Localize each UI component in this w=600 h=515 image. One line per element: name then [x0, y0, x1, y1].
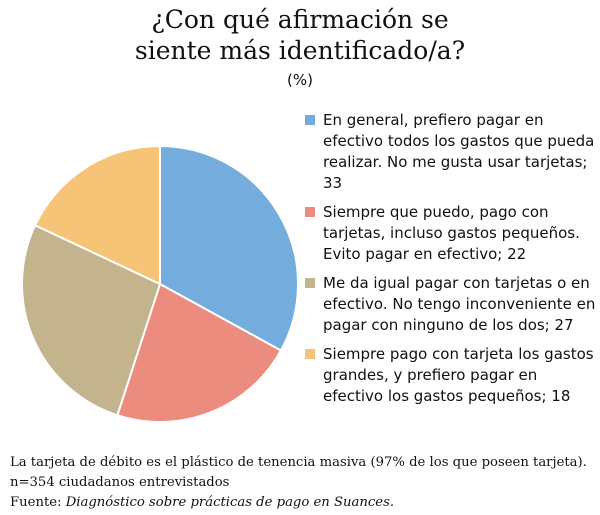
chart-subtitle: (%) [287, 71, 313, 89]
legend-item: Siempre que puedo, pago con tarjetas, in… [305, 202, 597, 265]
footer-note: La tarjeta de débito es el plástico de t… [10, 455, 587, 470]
legend-label: En general, prefiero pagar en efectivo t… [323, 111, 595, 192]
pie-slice-mixto [33, 144, 161, 286]
legend-swatch-mixto [305, 349, 315, 359]
chart-title: ¿Con qué afirmación se siente más identif… [134, 5, 466, 65]
pie-slice-igual [21, 223, 162, 417]
legend-swatch-tarjetas [305, 207, 315, 217]
pie-slice-efectivo [159, 144, 299, 352]
footer-source-prefix: Fuente: [10, 495, 66, 510]
legend-label: Siempre pago con tarjeta los gastos gran… [323, 345, 594, 405]
pie-slice-tarjetas [116, 282, 283, 423]
legend-label: Siempre que puedo, pago con tarjetas, in… [323, 203, 580, 263]
footer-source: Fuente: Diagnóstico sobre prácticas de p… [10, 493, 595, 513]
legend-swatch-efectivo [305, 115, 315, 125]
legend-label: Me da igual pagar con tarjetas o en efec… [323, 274, 596, 334]
footer-source-title: Diagnóstico sobre prácticas de pago en S… [65, 495, 395, 510]
footer-sample: n=354 ciudadanos entrevistados [10, 475, 230, 490]
legend-item: Siempre pago con tarjeta los gastos gran… [305, 344, 597, 407]
footer: La tarjeta de débito es el plástico de t… [10, 453, 595, 513]
legend-swatch-igual [305, 278, 315, 288]
legend: En general, prefiero pagar en efectivo t… [305, 110, 597, 415]
legend-item: En general, prefiero pagar en efectivo t… [305, 110, 597, 194]
legend-item: Me da igual pagar con tarjetas o en efec… [305, 273, 597, 336]
